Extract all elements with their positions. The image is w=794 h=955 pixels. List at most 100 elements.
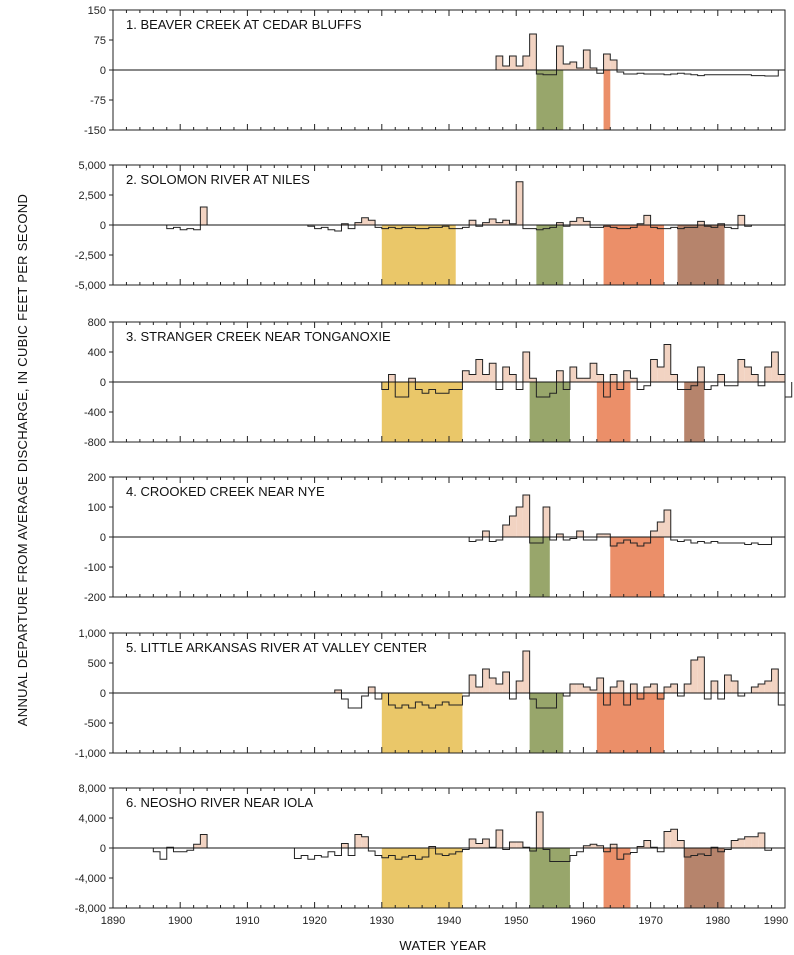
positive-bar [590,68,597,70]
positive-bar [731,840,738,848]
series-step-line [152,834,208,860]
positive-bar [368,687,376,693]
positive-bar [670,684,678,693]
panel-title: 5. LITTLE ARKANSAS RIVER AT VALLEY CENTE… [126,640,427,655]
positive-bar [509,516,517,537]
positive-bar [670,829,678,848]
y-tick-label: -400 [84,407,106,419]
positive-bar [529,378,537,382]
positive-bar [569,684,577,693]
positive-bar [489,219,497,225]
positive-bar [509,56,517,70]
x-tick-label: 1950 [504,915,528,927]
positive-bar [650,359,658,382]
positive-bar [368,220,376,225]
y-tick-label: 4,000 [78,813,106,825]
panel-title: 1. BEAVER CREEK AT CEDAR BLUFFS [126,17,362,32]
positive-bar [590,690,597,693]
positive-bar [482,669,490,693]
positive-bar [388,374,396,382]
y-tick-label: 0 [100,377,106,389]
positive-bar [664,687,671,693]
positive-bar [200,207,208,225]
positive-bar [643,215,651,225]
positive-bar [529,34,537,70]
x-axis-ticks: 1890 1900 1910 1920 1930 1940 1950 1960 1970 1980… [101,915,788,927]
x-tick-label: 1990 [764,915,788,927]
y-tick-label: 8,000 [78,783,106,795]
y-tick-label: 1,000 [78,628,106,640]
positive-bar [569,367,577,382]
y-tick-label: -2,500 [75,250,106,262]
positive-bar [482,374,490,382]
positive-bar [751,374,759,382]
x-tick-label: 1940 [437,915,461,927]
positive-bar [556,222,564,225]
positive-bar [583,687,591,693]
positive-bar [596,374,604,382]
positive-bar [536,812,544,848]
positive-bar [556,534,564,537]
positive-bar [502,220,510,225]
series-step-line [334,650,786,709]
positive-bar [697,657,705,693]
x-tick-label: 1970 [638,915,662,927]
positive-bar [489,363,497,382]
positive-bar [744,836,752,848]
positive-bar [563,64,570,70]
positive-bar [428,846,436,848]
positive-bar [516,181,523,225]
positive-bar [650,531,658,537]
series-segment [293,811,773,862]
series-segment [152,834,208,860]
positive-bar [556,46,564,70]
positive-bar [724,675,732,693]
positive-bar [462,370,470,382]
panels: 150 75 0 -75 -150 1. BEAVER CREEK AT CEDAR BL… [75,5,793,915]
positive-bar [496,830,503,848]
drought-band [684,848,725,908]
positive-bar [516,681,523,693]
positive-bar [737,839,745,848]
y-tick-label: 75 [94,35,106,47]
positive-bar [469,374,476,382]
positive-bar [341,223,349,225]
y-tick-label: 0 [100,532,106,544]
positive-bar [475,843,483,848]
drought-band [536,70,564,130]
x-axis-title: WATER YEAR [399,938,486,953]
positive-bar [576,217,584,225]
y-tick-label: -5,000 [75,280,106,292]
positive-bar [469,220,476,225]
y-tick-label: 0 [100,220,106,232]
y-tick-label: 0 [100,843,106,855]
positive-bar [623,370,631,382]
y-tick-label: 2,500 [78,190,106,202]
series-segment [495,33,779,77]
positive-bar [509,374,517,382]
positive-bar [758,684,765,693]
y-tick-label: -1,000 [75,748,106,760]
drought-band [610,537,665,597]
positive-bar [737,215,745,225]
positive-bar [522,651,530,693]
positive-bar [200,834,208,848]
positive-bar [630,378,638,382]
drought-band [596,382,631,442]
positive-bar [469,839,476,848]
positive-bar [731,681,738,693]
positive-bar [610,60,617,70]
positive-bar [569,221,577,225]
x-tick-label: 1890 [101,915,125,927]
y-tick-label: -500 [84,718,106,730]
drought-band [684,382,705,442]
positive-bar [771,669,779,693]
positive-bar [643,687,651,693]
chart-panel-5: 1,000 500 0 -500 -1,000 5. LITTLE ARKANSAS RI… [75,628,786,760]
positive-bar [576,378,584,382]
drought-band [529,537,550,597]
positive-bar [482,839,490,848]
drought-band [677,225,725,285]
drought-band [603,225,665,285]
positive-bar [556,370,564,382]
